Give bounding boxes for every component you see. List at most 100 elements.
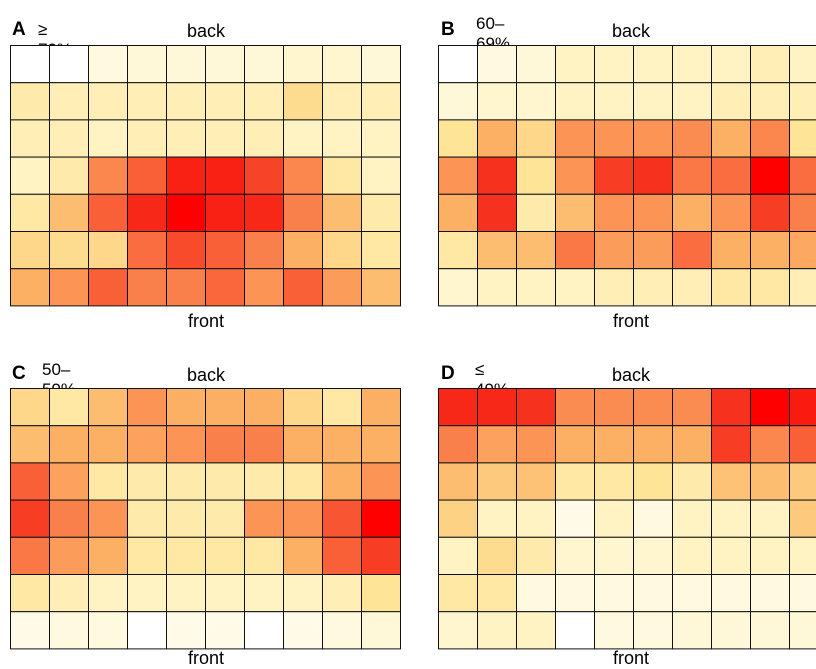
heatmap-cell [439,500,478,537]
heatmap-cell [517,500,556,537]
heatmap-cell [439,463,478,500]
back-label: back [187,365,225,386]
heatmap-cell [362,500,401,537]
heatmap-cell [439,575,478,612]
heatmap-cell [11,463,50,500]
heatmap-cell [245,389,284,426]
heatmap-cell [11,612,50,649]
heatmap-cell [439,46,478,83]
heatmap-cell [206,269,245,306]
heatmap-cell [556,46,595,83]
heatmap-cell [245,575,284,612]
heatmap-cell [89,537,128,574]
heatmap-cell [673,389,712,426]
heatmap-cell [50,269,89,306]
heatmap-cell [89,120,128,157]
heatmap-cell [634,537,673,574]
heatmap-cell [50,120,89,157]
heatmap-cell [673,83,712,120]
heatmap-cell [517,83,556,120]
heatmap-cell [284,500,323,537]
heatmap-cell [167,83,206,120]
heatmap-cell [128,389,167,426]
heatmap-cell [50,232,89,269]
heatmap-cell [323,500,362,537]
heatmap-cell [556,575,595,612]
heatmap-cell [323,46,362,83]
heatmap-cell [11,194,50,231]
heatmap-cell [11,389,50,426]
heatmap-cell [634,157,673,194]
heatmap-cell [595,232,634,269]
heatmap-cell [673,463,712,500]
heatmap-cell [362,426,401,463]
heatmap-cell [595,426,634,463]
heatmap-cell [323,194,362,231]
heatmap-cell [478,426,517,463]
heatmap-cell [439,612,478,649]
heatmap-cell [712,83,751,120]
heatmap-cell [556,463,595,500]
heatmap-cell [323,157,362,194]
heatmap-cell [712,537,751,574]
heatmap-cell [517,269,556,306]
heatmap-cell [751,194,790,231]
heatmap-cell [751,46,790,83]
heatmap-cell [790,537,816,574]
heatmap-cell [751,269,790,306]
heatmap-cell [712,426,751,463]
heatmap-cell [323,232,362,269]
heatmap-cell [478,194,517,231]
heatmap-cell [673,46,712,83]
heatmap-cell [595,120,634,157]
heatmap-cell [362,269,401,306]
heatmap-cell [206,83,245,120]
heatmap-cell [167,537,206,574]
heatmap-cell [50,463,89,500]
heatmap-cell [89,83,128,120]
heatmap-cell [517,120,556,157]
heatmap-cell [439,232,478,269]
heatmap-cell [478,575,517,612]
heatmap-cell [790,612,816,649]
front-label: front [613,311,649,332]
heatmap-cell [167,194,206,231]
heatmap-cell [556,426,595,463]
heatmap-cell [128,83,167,120]
heatmap-cell [167,575,206,612]
heatmap-cell [556,194,595,231]
heatmap-cell [167,269,206,306]
heatmap-cell [439,194,478,231]
heatmap-cell [517,232,556,269]
heatmap-cell [751,232,790,269]
heatmap-cell [478,232,517,269]
heatmap-cell [284,426,323,463]
panel-letter: B [441,19,455,41]
back-label: back [612,21,650,42]
heatmap-cell [128,269,167,306]
heatmap-cell [673,120,712,157]
heatmap-cell [128,120,167,157]
heatmap-cell [11,575,50,612]
heatmap-cell [362,389,401,426]
heatmap-cell [517,194,556,231]
heatmap-cell [50,575,89,612]
back-label: back [187,21,225,42]
heatmap-cell [556,537,595,574]
heatmap-cell [595,537,634,574]
heatmap-cell [556,120,595,157]
heatmap-cell [517,46,556,83]
heatmap-cell [478,537,517,574]
heatmap-cell [751,426,790,463]
heatmap-cell [790,575,816,612]
heatmap-cell [206,194,245,231]
heatmap-cell [712,194,751,231]
heatmap-cell [595,463,634,500]
heatmap-cell [128,46,167,83]
heatmap-cell [167,157,206,194]
heatmap-cell [323,426,362,463]
heatmap-cell [517,575,556,612]
heatmap-cell [245,269,284,306]
heatmap-cell [128,575,167,612]
heatmap-cell [89,500,128,537]
